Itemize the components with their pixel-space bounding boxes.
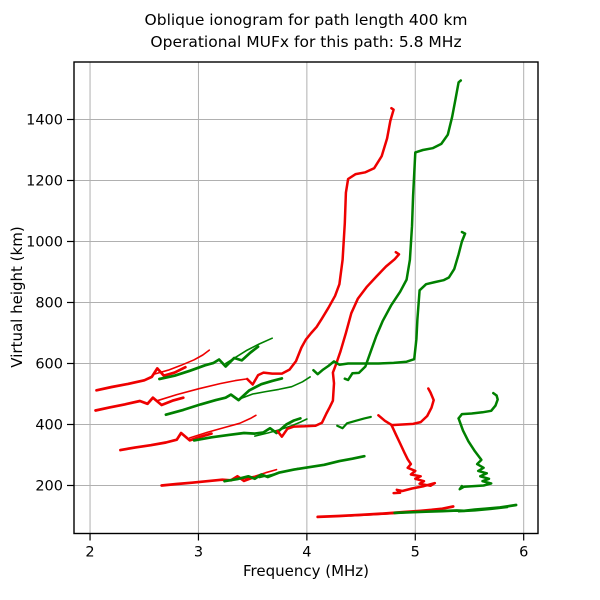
tick-labels: 2 3 4 5 6 200 400 600 800 1000 1200 1400 (26, 112, 528, 560)
trace-hopA-red-main (95, 365, 187, 392)
trace-2F-red-highray (245, 106, 395, 386)
chart-title-line1: Oblique ionogram for path length 400 km (144, 11, 468, 29)
y-tick-label: 1200 (26, 173, 63, 189)
x-tick-label: 2 (85, 545, 94, 561)
trace-1E-green-2 (457, 506, 509, 513)
x-tick-label: 5 (411, 545, 420, 561)
y-tick-label: 200 (35, 478, 63, 494)
trace-green-mid-segment (336, 415, 372, 430)
trace-1F-green-upper (457, 391, 499, 420)
x-tick-label: 3 (194, 545, 203, 561)
trace-hopB-green-main (164, 377, 284, 417)
trace-1F-green-nose (457, 417, 493, 491)
gridlines (74, 62, 538, 534)
trace-hopB-green-branch (238, 376, 311, 400)
y-tick-label: 400 (35, 417, 63, 433)
trace-hopC-red-branch (189, 414, 257, 439)
x-tick-label: 6 (519, 545, 528, 561)
trace-1E-green (393, 503, 518, 515)
x-axis-label: Frequency (MHz) (242, 562, 370, 580)
trace-hopC-green-branch (254, 418, 308, 437)
x-tick-label: 4 (302, 545, 311, 561)
y-tick-label: 800 (35, 295, 63, 311)
trace-hopA-green-branch (224, 337, 273, 365)
trace-3F-red-highray (276, 250, 401, 438)
trace-hopB-red-branch (156, 378, 247, 402)
trace-hopC-red-main (119, 431, 213, 452)
traces (94, 79, 518, 519)
trace-hopA-green-main (158, 345, 260, 381)
y-tick-label: 600 (35, 356, 63, 372)
trace-hopD-green-branch (258, 467, 299, 479)
trace-1F-red-upper (390, 387, 435, 427)
trace-3F-green-highray (312, 230, 467, 376)
trace-2F-green-highray (343, 79, 463, 382)
trace-hopB-red-main (94, 396, 185, 412)
trace-hopC-green-main (192, 417, 302, 442)
chart-title: Oblique ionogram for path length 400 km … (74, 9, 538, 53)
trace-1F-red-nose (377, 414, 437, 495)
y-tick-label: 1400 (26, 112, 63, 128)
axis-ticks (67, 118, 525, 541)
y-axis-label: Virtual height (km) (8, 226, 26, 368)
plot-border (73, 61, 539, 535)
y-tick-label: 1000 (26, 234, 63, 250)
trace-hopA-red-branch (154, 349, 211, 375)
chart-title-line2: Operational MUFx for this path: 5.8 MHz (150, 33, 462, 51)
